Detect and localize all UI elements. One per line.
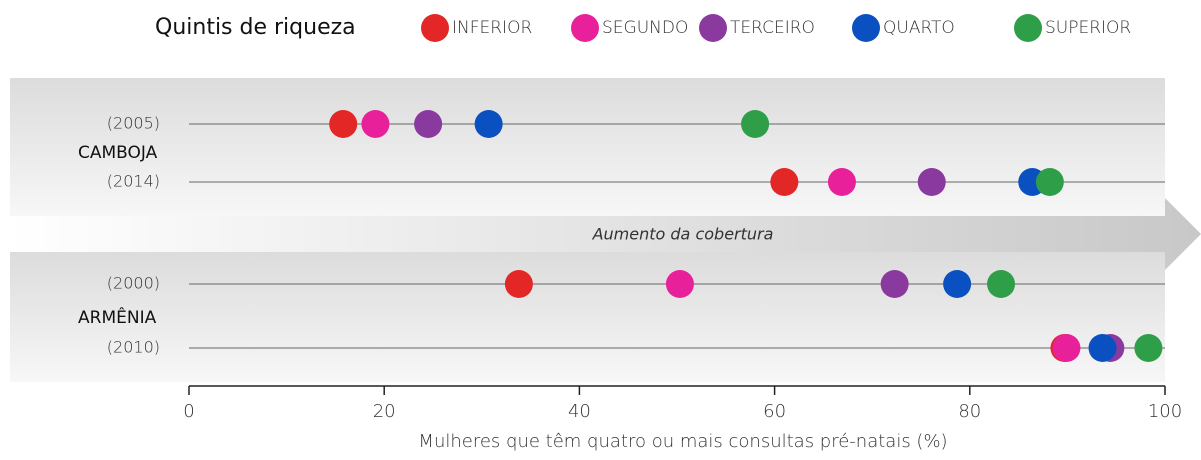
dot xyxy=(770,168,799,196)
dot xyxy=(1052,334,1081,362)
dot xyxy=(741,110,770,138)
legend-swatch xyxy=(421,14,449,42)
dot xyxy=(329,110,358,138)
dot xyxy=(1035,168,1064,196)
dot xyxy=(917,168,946,196)
band xyxy=(10,78,1165,216)
legend-label: SUPERIOR xyxy=(1045,18,1131,38)
x-tick-label: 20 xyxy=(373,401,396,422)
x-tick-label: 0 xyxy=(183,401,194,422)
row-label: (2005) xyxy=(107,114,160,133)
dot xyxy=(1088,334,1117,362)
x-tick-label: 80 xyxy=(958,401,981,422)
x-tick-label: 100 xyxy=(1148,401,1182,422)
dot xyxy=(943,270,972,298)
legend-title: Quintis de riqueza xyxy=(155,15,356,40)
legend-label: QUARTO xyxy=(883,18,955,38)
x-tick-label: 40 xyxy=(568,401,591,422)
row-label: (2010) xyxy=(107,338,160,357)
dot xyxy=(987,270,1016,298)
legend-label: INFERIOR xyxy=(452,18,532,38)
annotation: Aumento da cobertura xyxy=(592,225,774,244)
x-tick-label: 60 xyxy=(763,401,786,422)
dot xyxy=(474,110,503,138)
dot xyxy=(361,110,390,138)
band xyxy=(10,252,1165,382)
group-label: ARMÊNIA xyxy=(78,306,157,328)
dot xyxy=(665,270,694,298)
arrow xyxy=(10,198,1201,270)
dot xyxy=(1134,334,1163,362)
legend-swatch xyxy=(1014,14,1042,42)
x-axis-label: Mulheres que têm quatro ou mais consulta… xyxy=(418,431,947,452)
legend-swatch xyxy=(571,14,599,42)
dot xyxy=(827,168,856,196)
row-label: (2000) xyxy=(107,274,160,293)
dot xyxy=(880,270,909,298)
legend-swatch xyxy=(699,14,727,42)
legend-swatch xyxy=(852,14,880,42)
dot xyxy=(414,110,443,138)
legend-label: TERCEIRO xyxy=(730,18,815,38)
group-label: CAMBOJA xyxy=(78,143,158,163)
row-label: (2014) xyxy=(107,172,160,191)
legend-label: SEGUNDO xyxy=(602,18,688,38)
dot xyxy=(504,270,533,298)
